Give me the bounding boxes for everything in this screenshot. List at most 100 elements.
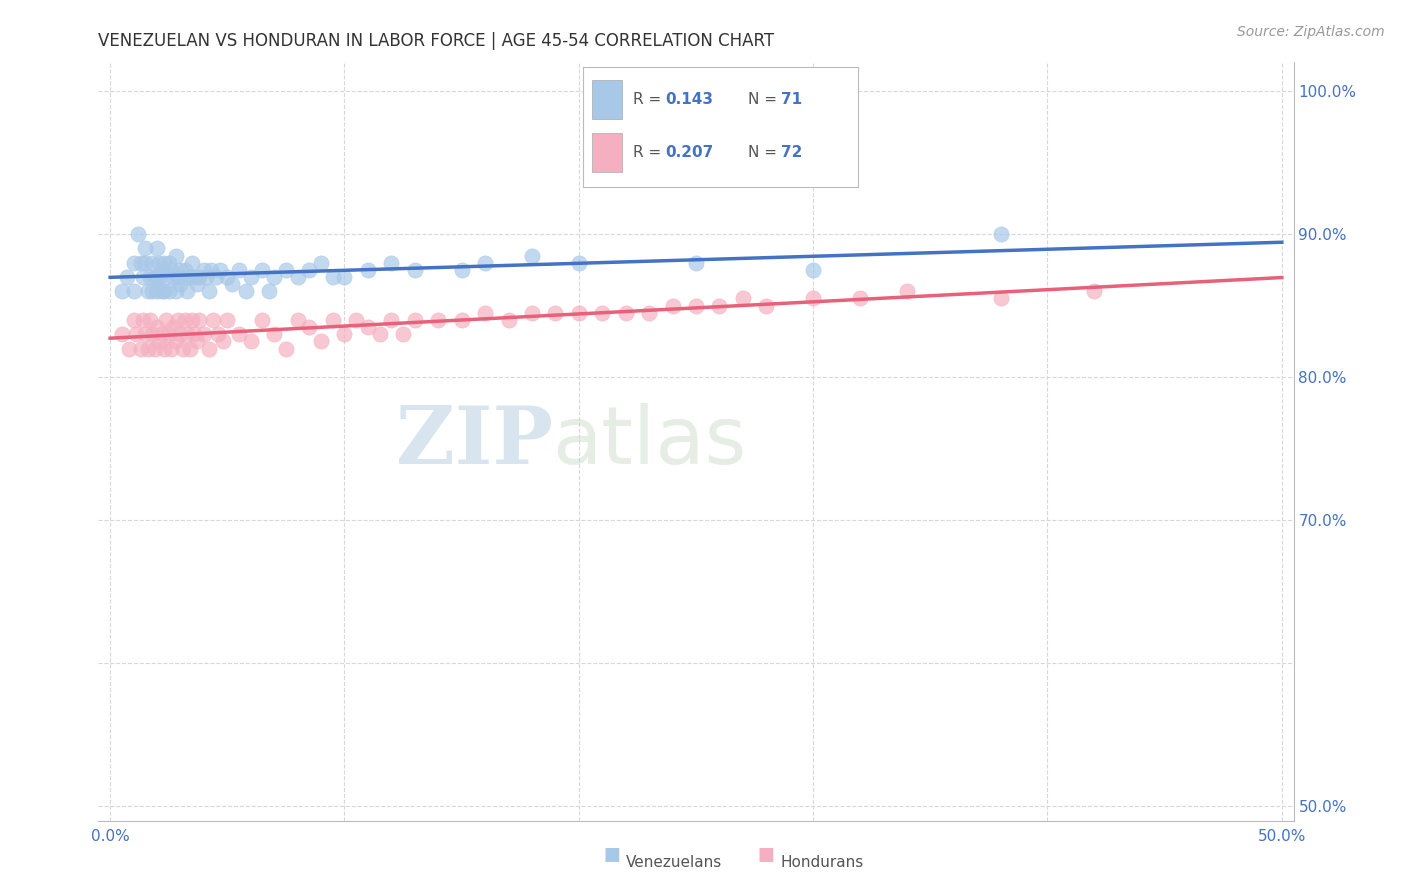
Point <box>139 270 162 285</box>
Point <box>157 256 180 270</box>
Point <box>157 285 180 299</box>
Point <box>125 327 148 342</box>
Point <box>661 299 683 313</box>
Point <box>188 313 211 327</box>
Point <box>167 313 190 327</box>
Point <box>179 342 201 356</box>
Point <box>139 313 162 327</box>
Point <box>235 285 257 299</box>
Point <box>333 327 356 342</box>
Point <box>136 285 159 299</box>
Text: R =: R = <box>633 145 666 160</box>
Point <box>204 270 226 285</box>
Point <box>186 277 208 292</box>
Point <box>207 327 229 342</box>
Point <box>287 313 309 327</box>
Point <box>368 327 391 342</box>
Point <box>186 334 208 349</box>
Point <box>801 263 824 277</box>
Point <box>169 263 191 277</box>
Point <box>309 256 332 270</box>
Point <box>392 327 415 342</box>
Point <box>157 327 180 342</box>
Text: 72: 72 <box>780 145 803 160</box>
FancyBboxPatch shape <box>592 133 621 171</box>
Point <box>183 327 205 342</box>
Text: Source: ZipAtlas.com: Source: ZipAtlas.com <box>1237 25 1385 39</box>
Text: ZIP: ZIP <box>395 402 553 481</box>
Point <box>344 313 367 327</box>
Point <box>298 320 321 334</box>
Point <box>211 334 233 349</box>
Point <box>150 263 173 277</box>
Point <box>568 306 591 320</box>
Point <box>155 270 177 285</box>
Point <box>520 306 543 320</box>
Point <box>801 292 824 306</box>
Point <box>520 249 543 263</box>
Point <box>146 241 169 255</box>
Point <box>155 313 177 327</box>
Text: atlas: atlas <box>553 402 747 481</box>
Point <box>498 313 520 327</box>
Point <box>174 313 197 327</box>
Text: N =: N = <box>748 145 782 160</box>
Point <box>150 285 173 299</box>
Point <box>427 313 450 327</box>
Point <box>274 263 297 277</box>
Point <box>183 270 205 285</box>
Point <box>357 320 380 334</box>
Point <box>849 292 872 306</box>
Point <box>176 285 198 299</box>
Point <box>162 320 184 334</box>
Point <box>122 313 145 327</box>
Point <box>111 327 134 342</box>
Point <box>165 285 187 299</box>
Point <box>153 285 176 299</box>
Point <box>141 285 163 299</box>
Point <box>755 299 778 313</box>
Point <box>165 334 187 349</box>
Point <box>217 270 239 285</box>
Point <box>685 299 707 313</box>
Point <box>200 263 222 277</box>
Point <box>591 306 613 320</box>
Point <box>202 313 225 327</box>
Point <box>568 256 591 270</box>
Point <box>217 313 239 327</box>
Point <box>287 270 309 285</box>
Point <box>990 292 1012 306</box>
Point <box>228 263 250 277</box>
Point <box>134 256 156 270</box>
Point <box>357 263 380 277</box>
Text: VENEZUELAN VS HONDURAN IN LABOR FORCE | AGE 45-54 CORRELATION CHART: VENEZUELAN VS HONDURAN IN LABOR FORCE | … <box>98 32 775 50</box>
Point <box>193 327 215 342</box>
Point <box>228 327 250 342</box>
Point <box>1083 285 1105 299</box>
Point <box>160 342 183 356</box>
Point <box>450 313 472 327</box>
Point <box>181 313 204 327</box>
Point <box>197 342 219 356</box>
Point <box>188 270 211 285</box>
Point <box>380 313 402 327</box>
Point <box>333 270 356 285</box>
Point <box>263 270 285 285</box>
Point <box>239 270 262 285</box>
Text: 0.207: 0.207 <box>666 145 714 160</box>
Point <box>322 313 344 327</box>
Point <box>298 263 321 277</box>
Point <box>179 270 201 285</box>
Text: N =: N = <box>748 92 782 107</box>
Point <box>731 292 754 306</box>
Point <box>167 270 190 285</box>
Point <box>122 285 145 299</box>
Point <box>146 270 169 285</box>
Point <box>148 270 170 285</box>
Text: ▪: ▪ <box>756 839 776 867</box>
Point <box>146 320 169 334</box>
Point <box>148 256 170 270</box>
Point <box>176 327 198 342</box>
Point <box>141 256 163 270</box>
Point <box>252 313 274 327</box>
